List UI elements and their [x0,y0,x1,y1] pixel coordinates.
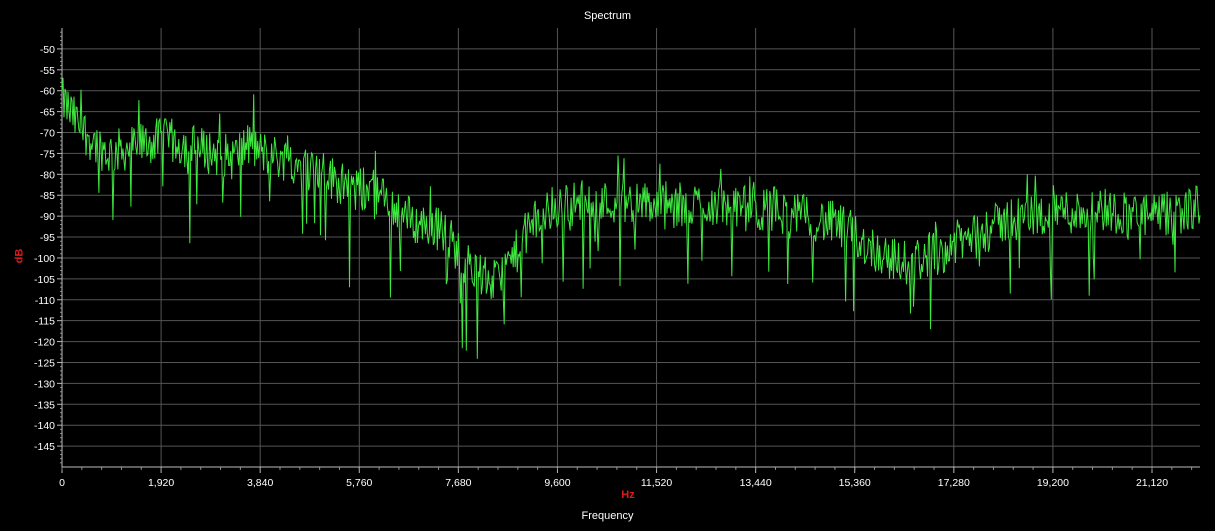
y-tick-label: -75 [40,148,55,160]
y-tick-label: -60 [40,86,55,98]
y-tick-label: -140 [34,420,55,432]
x-tick-label: 19,200 [1037,477,1069,489]
y-tick-label: -110 [35,295,55,307]
y-tick-label: -125 [34,357,55,369]
spectrum-series-line [62,78,1200,359]
y-tick-label: -115 [35,316,55,328]
y-tick-label: -80 [40,169,55,181]
x-tick-label: 9,600 [544,477,570,489]
x-tick-label: 15,360 [839,477,871,489]
grid [62,28,1200,467]
y-tick-label: -145 [34,441,55,453]
y-tick-label: -90 [40,211,55,223]
x-tick-label: 21,120 [1136,477,1168,489]
y-tick-label: -135 [34,399,55,411]
y-tick-label: -120 [34,337,55,349]
y-tick-label: -55 [40,65,55,77]
x-tick-label: 5,760 [346,477,372,489]
axes: -50 -55 -60 -65 -70 -75 -80 -85 -90 -95 -100 -105 -1… [34,28,1200,489]
y-tick-label: -85 [40,190,55,202]
y-tick-label: -100 [34,253,55,265]
y-tick-label: -105 [34,274,55,286]
x-tick-label: 17,280 [938,477,970,489]
y-tick-label: -130 [34,378,55,390]
y-tick-label: -65 [40,107,55,119]
x-tick-label: 7,680 [445,477,471,489]
y-tick-label: -70 [40,128,55,140]
series-layer [62,78,1200,359]
x-tick-label: 3,840 [247,477,273,489]
x-tick-label: 11,520 [641,477,672,489]
x-tick-label: 1,920 [148,477,174,489]
y-tick-label: -95 [40,232,55,244]
y-tick-label: -50 [40,44,55,56]
x-tick-label: 13,440 [740,477,772,489]
x-tick-label: 0 [59,477,65,489]
